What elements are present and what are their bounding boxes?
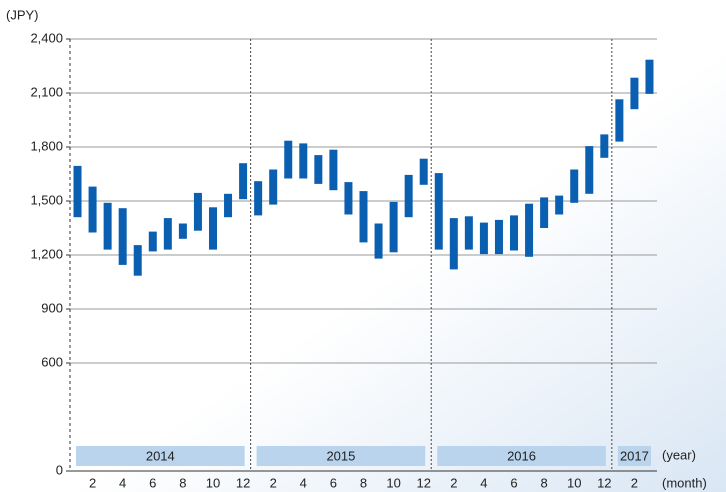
range-bar [479,222,488,255]
range-bar [464,216,473,250]
year-band [437,446,606,466]
x-tick-label: 6 [510,475,517,490]
range-bar [585,146,594,194]
range-bar [510,215,519,251]
range-bar [600,134,609,158]
x-tick-label: 10 [206,475,220,490]
range-bar [254,181,263,216]
range-bar [540,197,549,228]
range-bar [284,140,293,179]
year-label: 2016 [507,448,536,463]
x-tick-label: 8 [540,475,547,490]
range-bar [88,186,97,233]
x-tick-label: 10 [567,475,581,490]
y-tick-label: 1,500 [30,192,63,207]
range-bar [73,165,82,218]
x-tick-label: 12 [597,475,611,490]
x-tick-label: 10 [386,475,400,490]
range-bar [344,182,353,215]
x-tick-label: 2 [450,475,457,490]
x-tick-label: 2 [89,475,96,490]
range-bar [449,218,458,270]
x-tick-label: 4 [300,475,307,490]
x-tick-label: 8 [360,475,367,490]
year-label: 2014 [146,448,175,463]
range-bar [329,149,338,191]
x-tick-label: 6 [330,475,337,490]
x-tick-label: 12 [416,475,430,490]
range-bar [163,218,172,250]
y-tick-label: 600 [41,354,63,369]
month-unit: (month) [662,475,707,490]
range-bar [208,207,217,250]
year-label: 2015 [326,448,355,463]
range-bar [555,195,564,215]
range-bar [314,155,323,184]
y-tick-label: 2,100 [30,84,63,99]
range-bar [133,245,142,276]
range-bar [389,201,398,253]
range-bar [494,219,503,255]
range-bar [419,158,428,185]
y-tick-label: 0 [56,462,63,477]
range-bar [299,143,308,179]
y-tick-label: 2,400 [30,30,63,45]
year-band [617,446,651,466]
year-band [256,446,426,466]
range-bar [178,223,187,239]
y-unit: (JPY) [6,7,39,22]
year-unit: (year) [662,447,696,462]
range-bar [224,193,233,218]
range-bar [404,174,413,218]
range-bar [570,169,579,203]
x-tick-label: 4 [480,475,487,490]
range-bar [148,231,157,252]
range-bar [434,173,443,250]
year-label: 2017 [620,448,649,463]
x-tick-label: 12 [236,475,250,490]
range-bar [118,208,127,265]
year-band [76,446,245,466]
range-bar [269,169,278,205]
y-tick-label: 900 [41,300,63,315]
range-bar [615,99,624,142]
y-tick-label: 1,200 [30,246,63,261]
y-tick-label: 1,800 [30,138,63,153]
x-tick-label: 6 [149,475,156,490]
range-bar [359,191,368,243]
x-tick-label: 4 [119,475,126,490]
x-tick-label: 2 [631,475,638,490]
range-bar [645,59,654,94]
range-bar [103,202,112,250]
range-bar [630,77,639,110]
x-tick-label: 2 [270,475,277,490]
range-bar [525,203,534,257]
range-bar [239,163,248,200]
x-tick-label: 8 [179,475,186,490]
range-bar [374,223,383,259]
range-bar [193,192,202,231]
